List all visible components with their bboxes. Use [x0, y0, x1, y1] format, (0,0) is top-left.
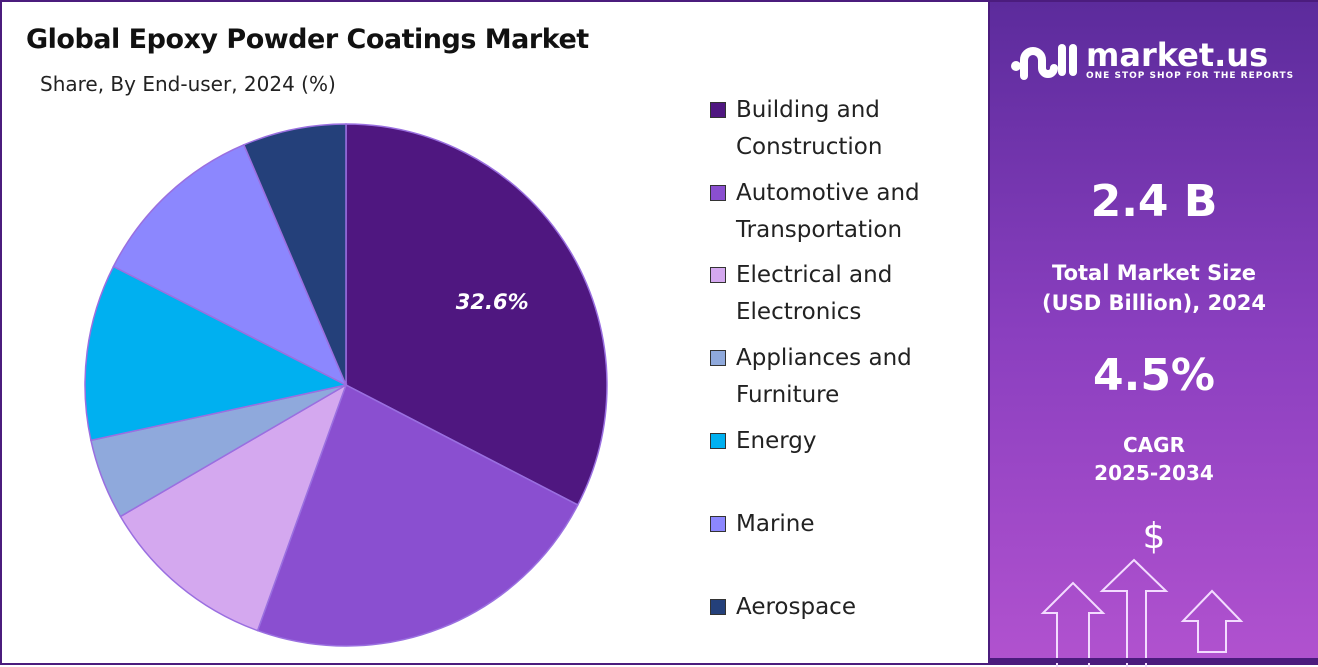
market-size-label-1: Total Market Size [1052, 261, 1256, 285]
growth-arrows-icon [1040, 558, 1244, 667]
legend-item: Appliances and Furniture [710, 340, 970, 414]
pie-slice-automotive-and-transportation [256, 383, 579, 647]
cagr-value: 4.5% [1092, 350, 1216, 401]
legend-swatch [710, 267, 726, 283]
summary-panel: market.us ONE STOP SHOP FOR THE REPORTS … [988, 2, 1318, 667]
legend-swatch [710, 350, 726, 366]
data-label: 32.6% [456, 290, 529, 314]
legend-label-line: Building and [736, 97, 880, 123]
legend-label: Building and Construction [736, 92, 882, 166]
legend-label-line: Furniture [736, 382, 840, 408]
legend-swatch [710, 185, 726, 201]
legend-item: Building and Construction [710, 92, 970, 166]
legend-label-line: Construction [736, 134, 883, 160]
legend-swatch [710, 599, 726, 615]
legend-label-line: Electrical and [736, 262, 893, 288]
legend-label: Aerospace [736, 589, 856, 626]
logo-tagline: ONE STOP SHOP FOR THE REPORTS [1086, 71, 1295, 81]
cagr-label-1: CAGR [1123, 433, 1185, 457]
legend-label: Appliances and Furniture [736, 340, 912, 414]
legend-label: Energy [736, 423, 817, 460]
cagr-label-2: 2025-2034 [1094, 461, 1214, 485]
panel-bottom-bar [990, 658, 1318, 663]
legend-item: Aerospace [710, 589, 970, 626]
pie-slice-electrical-and-electronics [119, 383, 348, 632]
market-us-logo-icon [1011, 44, 1077, 80]
market-size-value: 2.4 B [1090, 176, 1218, 227]
legend-item: Energy [710, 423, 970, 460]
legend-label: Marine [736, 506, 815, 543]
legend-label-line: Appliances and [736, 345, 912, 371]
logo: market.us ONE STOP SHOP FOR THE REPORTS [1010, 38, 1294, 82]
logo-name: market.us [1086, 36, 1269, 74]
legend-item: Electrical and Electronics [710, 257, 970, 331]
chart-title: Global Epoxy Powder Coatings Market [26, 24, 589, 55]
pie-slice-building-and-construction [345, 123, 608, 506]
pie-slice-marine [112, 143, 348, 387]
legend-label-line: Marine [736, 511, 815, 537]
legend-label-line: Energy [736, 428, 817, 454]
legend-label-line: Automotive and [736, 180, 920, 206]
legend-label: Automotive and Transportation [736, 175, 920, 249]
legend-swatch [710, 102, 726, 118]
legend-swatch [710, 516, 726, 532]
legend-item: Automotive and Transportation [710, 175, 970, 249]
pie-slice-energy [84, 265, 349, 442]
legend-label-line: Electronics [736, 299, 862, 325]
legend-swatch [710, 433, 726, 449]
legend-label-line: Aerospace [736, 594, 856, 620]
dollar-icon: $ [1142, 516, 1166, 557]
legend-label: Electrical and Electronics [736, 257, 892, 331]
market-size-label-2: (USD Billion), 2024 [1041, 291, 1267, 315]
chart-area: Global Epoxy Powder Coatings Market Shar… [2, 2, 986, 663]
pie-slice-aerospace [242, 123, 347, 386]
legend-item: Marine [710, 506, 970, 543]
pie-chart: 32.6% [84, 123, 608, 647]
legend-label-line: Transportation [736, 217, 903, 243]
chart-subtitle: Share, By End-user, 2024 (%) [40, 72, 336, 96]
